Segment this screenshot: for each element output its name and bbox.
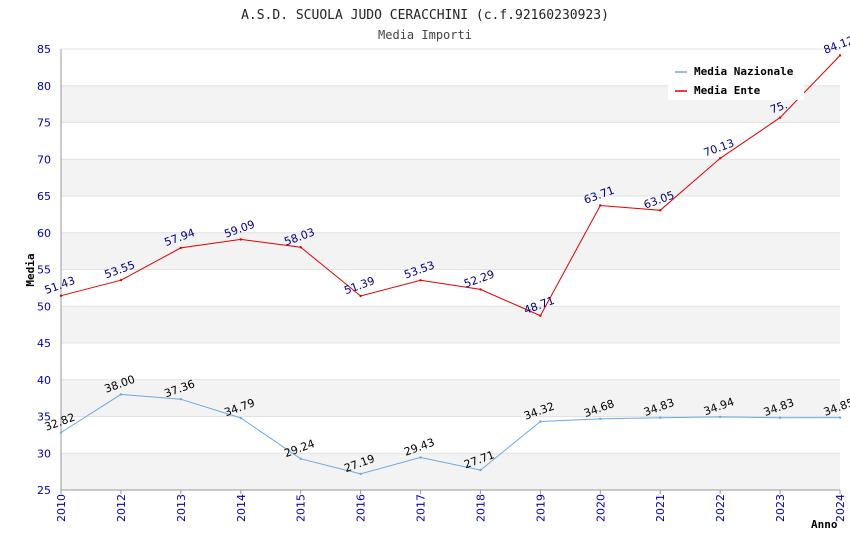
grid-band (61, 159, 840, 196)
x-tick-label: 2018 (474, 494, 487, 522)
chart-subtitle: Media Importi (378, 28, 472, 42)
grid-band (61, 122, 840, 160)
x-tick-label: 2016 (355, 494, 368, 522)
y-tick-label: 45 (37, 337, 51, 350)
data-point-media-ente (838, 54, 842, 57)
data-point-media-nazionale (239, 416, 242, 420)
x-tick-label: 2023 (774, 494, 787, 522)
data-point-media-ente (359, 294, 362, 298)
data-point-media-ente (599, 204, 602, 207)
data-point-media-ente (659, 209, 662, 212)
y-tick-label: 75 (37, 117, 51, 130)
data-point-media-ente (179, 246, 183, 250)
data-point-media-ente (59, 294, 63, 297)
background-bands (61, 49, 840, 490)
data-point-media-nazionale (599, 417, 602, 421)
y-tick-label: 70 (37, 153, 51, 166)
series-line-media-nazionale (60, 393, 841, 475)
y-tick-label: 35 (37, 411, 51, 424)
x-tick-label: 2021 (654, 494, 667, 522)
y-tick-label: 80 (37, 80, 51, 93)
x-tick-label: 2024 (834, 494, 847, 522)
data-point-media-nazionale (59, 431, 63, 434)
data-point-media-nazionale (119, 393, 123, 396)
y-tick-label: 60 (37, 227, 51, 240)
data-point-media-nazionale (479, 468, 482, 472)
data-point-media-ente (539, 314, 542, 317)
grid-band (61, 379, 840, 417)
grid-band (61, 196, 840, 233)
grid-band (61, 416, 840, 454)
grid-band (61, 343, 840, 380)
data-point-media-ente (479, 288, 482, 291)
data-point-media-nazionale (419, 456, 422, 459)
y-tick-label: 65 (37, 190, 51, 203)
grid-band (61, 306, 840, 343)
grid-band (61, 232, 840, 270)
chart-title: A.S.D. SCUOLA JUDO CERACCHINI (c.f.92160… (241, 8, 609, 23)
data-point-media-nazionale (179, 397, 183, 401)
data-point-media-nazionale (838, 416, 842, 419)
data-point-media-ente (778, 116, 782, 119)
y-axis-label: Media (24, 253, 37, 286)
x-tick-label: 2017 (415, 494, 428, 522)
x-tick-label: 2012 (115, 494, 128, 522)
x-tick-label: 2013 (175, 494, 188, 522)
x-tick-label: 2022 (714, 494, 727, 522)
x-tick-label: 2010 (55, 494, 68, 522)
y-tick-label: 25 (37, 484, 51, 497)
y-tick-label: 55 (37, 264, 51, 277)
x-tick-label: 2015 (295, 494, 308, 522)
data-point-media-nazionale (718, 415, 722, 419)
y-tick-label: 40 (37, 374, 51, 387)
data-point-media-ente (119, 278, 123, 282)
grid-band (61, 453, 840, 490)
legend-label-media-ente: Media Ente (694, 84, 761, 97)
x-axis-ticks: 2010 2012 2013 2014 2015 2016 2017 2018 2019 2020… (55, 490, 847, 522)
y-tick-label: 85 (37, 43, 51, 56)
legend-box (668, 60, 804, 100)
series-layer (59, 54, 842, 476)
legend: Media Nazionale Media Ente (668, 60, 804, 100)
data-label-media-ente: 75. (768, 98, 789, 116)
data-point-media-nazionale (539, 420, 542, 423)
data-point-media-nazionale (359, 472, 362, 476)
grid-band (61, 269, 840, 307)
data-point-media-ente (299, 246, 302, 249)
y-tick-label: 50 (37, 300, 51, 313)
x-axis-label: Anno (811, 518, 838, 531)
data-point-media-nazionale (299, 457, 302, 461)
y-axis-ticks: 25 30 35 40 45 50 55 60 65 70 75 80 85 (37, 43, 51, 497)
data-point-media-ente (239, 238, 242, 241)
data-point-media-nazionale (659, 416, 662, 419)
legend-label-media-nazionale: Media Nazionale (694, 65, 794, 78)
x-tick-label: 2014 (235, 494, 248, 522)
y-tick-label: 30 (37, 447, 51, 460)
data-point-media-ente (718, 157, 722, 160)
x-tick-label: 2019 (534, 494, 547, 522)
data-point-media-ente (419, 279, 422, 282)
data-point-media-nazionale (778, 416, 782, 419)
x-tick-label: 2020 (594, 494, 607, 522)
series-line-media-ente (60, 55, 841, 317)
